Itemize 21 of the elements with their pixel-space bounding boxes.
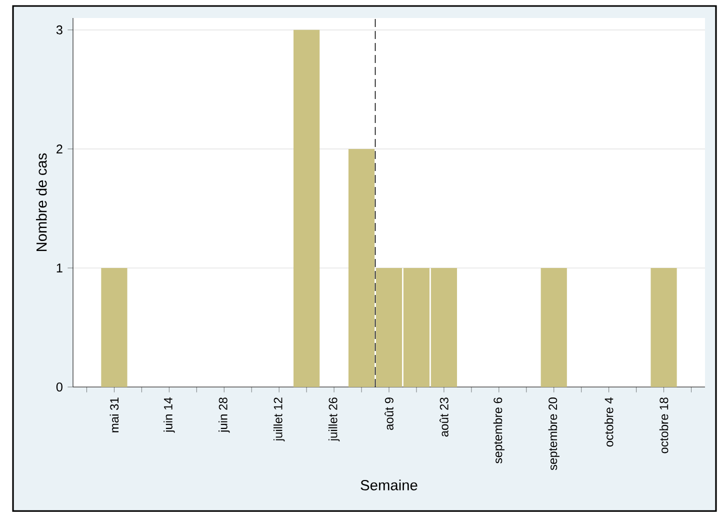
y-tick-label: 2 <box>56 144 62 154</box>
x-tick-label: juin 14 <box>164 397 175 433</box>
x-tick-label: juin 28 <box>218 398 230 433</box>
x-tick-label: juillet 12 <box>273 398 285 442</box>
x-tick-label: août 9 <box>384 398 394 430</box>
y-axis-title: Nombre de cas <box>36 153 47 252</box>
y-tick-label: 0 <box>56 382 62 392</box>
x-tick-label: juillet 26 <box>328 398 340 442</box>
x-tick-label: mai 31 <box>110 398 119 432</box>
x-axis-title: Semaine <box>360 480 418 490</box>
x-tick-label: octobre 18 <box>659 398 668 454</box>
y-tick-label: 3 <box>56 25 62 34</box>
x-tick-label: septembre 6 <box>493 398 505 464</box>
x-tick-label: septembre 20 <box>548 398 560 470</box>
bar <box>540 268 567 388</box>
bar <box>101 268 128 388</box>
y-tick-label: 1 <box>56 264 62 272</box>
bar <box>650 268 677 388</box>
x-tick-label: octobre 4 <box>604 397 614 447</box>
x-tick-label: août 23 <box>440 398 448 437</box>
bar <box>294 30 320 388</box>
